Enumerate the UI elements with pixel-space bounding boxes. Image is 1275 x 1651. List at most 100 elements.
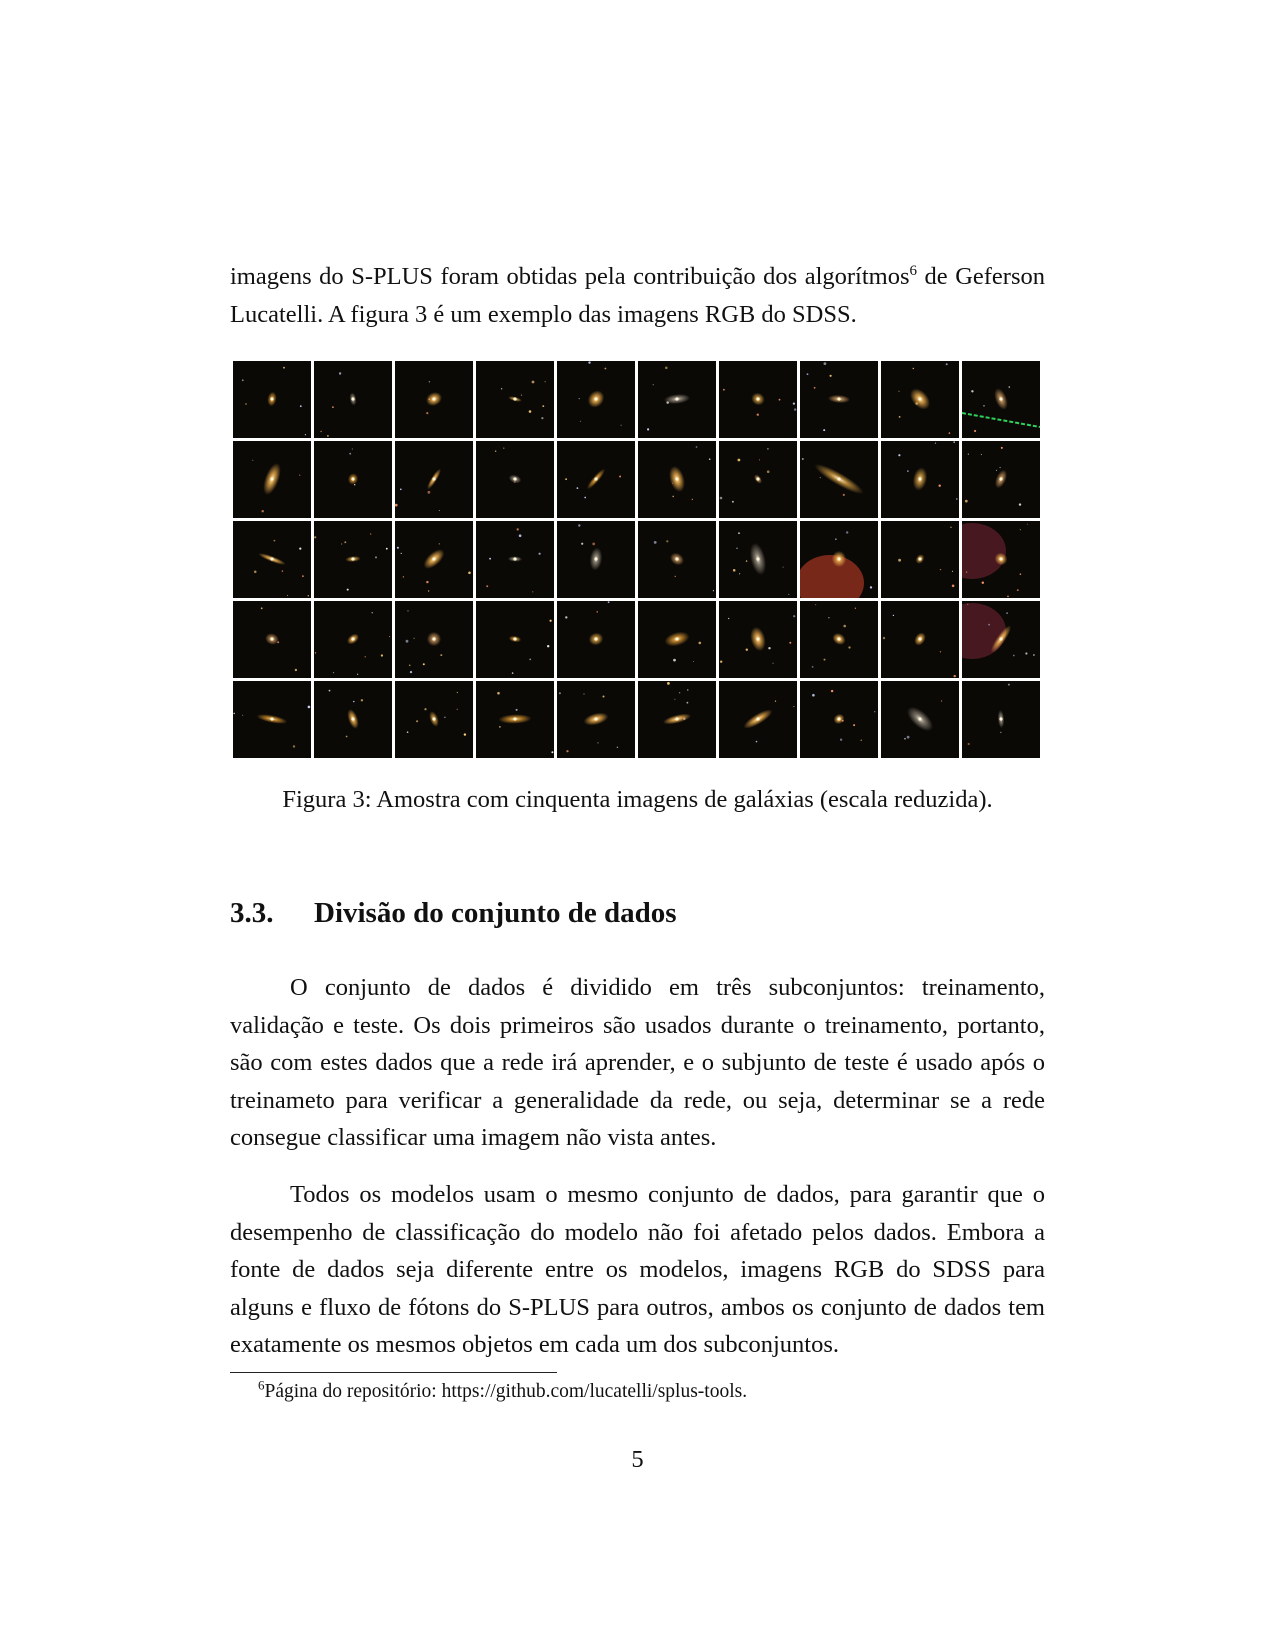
- galaxy-thumbnail: [233, 681, 311, 758]
- galaxy-thumbnail: [638, 441, 716, 518]
- galaxy-image: [962, 681, 1040, 758]
- galaxy-thumbnail: [233, 521, 311, 598]
- galaxy-thumbnail: [719, 441, 797, 518]
- galaxy-thumbnail: [476, 601, 554, 678]
- galaxy-thumbnail: [962, 521, 1040, 598]
- galaxy-thumbnail: [314, 521, 392, 598]
- galaxy-thumbnail: [881, 521, 959, 598]
- galaxy-thumbnail: [962, 681, 1040, 758]
- galaxy-image: [476, 601, 554, 678]
- galaxy-image: [719, 601, 797, 678]
- galaxy-thumbnail: [395, 441, 473, 518]
- galaxy-image: [638, 681, 716, 758]
- footnote-mark: 6: [258, 1377, 265, 1393]
- galaxy-image: [800, 521, 878, 598]
- galaxy-thumbnail: [962, 361, 1040, 438]
- galaxy-image: [881, 681, 959, 758]
- galaxy-image: [638, 601, 716, 678]
- galaxy-image: [881, 441, 959, 518]
- galaxy-image: [962, 361, 1040, 438]
- galaxy-thumbnail: [881, 361, 959, 438]
- galaxy-image: [476, 521, 554, 598]
- galaxy-image: [314, 601, 392, 678]
- galaxy-image: [800, 361, 878, 438]
- galaxy-thumbnail: [395, 361, 473, 438]
- galaxy-thumbnail: [962, 441, 1040, 518]
- galaxy-image: [557, 361, 635, 438]
- galaxy-thumbnail: [314, 681, 392, 758]
- footnote: 6Página do repositório: https://github.c…: [258, 1377, 747, 1407]
- body-paragraph-2: Todos os modelos usam o mesmo conjunto d…: [230, 1181, 1045, 1358]
- galaxy-thumbnail: [557, 361, 635, 438]
- galaxy-image: [395, 681, 473, 758]
- galaxy-thumbnail: [800, 681, 878, 758]
- galaxy-thumbnail: [800, 361, 878, 438]
- footnote-reference[interactable]: 6: [909, 262, 918, 279]
- galaxy-image: [800, 601, 878, 678]
- galaxy-thumbnail: [395, 601, 473, 678]
- galaxy-thumbnail: [719, 681, 797, 758]
- galaxy-thumbnail: [881, 681, 959, 758]
- galaxy-thumbnail: [638, 681, 716, 758]
- galaxy-image: [881, 601, 959, 678]
- galaxy-thumbnail: [962, 601, 1040, 678]
- galaxy-thumbnail: [233, 601, 311, 678]
- galaxy-thumbnail: [719, 521, 797, 598]
- galaxy-image: [314, 681, 392, 758]
- galaxy-thumbnail: [638, 361, 716, 438]
- galaxy-image: [719, 521, 797, 598]
- galaxy-thumbnail: [314, 361, 392, 438]
- galaxy-thumbnail: [476, 361, 554, 438]
- galaxy-image: [962, 441, 1040, 518]
- galaxy-image: [395, 441, 473, 518]
- galaxy-image: [800, 441, 878, 518]
- galaxy-image: [881, 361, 959, 438]
- galaxy-image: [800, 681, 878, 758]
- galaxy-image: [557, 441, 635, 518]
- galaxy-image: [233, 361, 311, 438]
- page-number: 5: [631, 1446, 644, 1473]
- galaxy-image: [233, 441, 311, 518]
- figure-caption: Figura 3: Amostra com cinquenta imagens …: [282, 786, 993, 813]
- galaxy-thumbnail: [638, 521, 716, 598]
- galaxy-image: [395, 601, 473, 678]
- galaxy-thumbnail: [881, 441, 959, 518]
- galaxy-image: [233, 601, 311, 678]
- intro-paragraph: imagens do S-PLUS foram obtidas pela con…: [230, 258, 1045, 333]
- galaxy-image: [314, 361, 392, 438]
- galaxy-thumbnail: [557, 521, 635, 598]
- galaxy-thumbnail: [314, 441, 392, 518]
- galaxy-thumbnail: [233, 441, 311, 518]
- galaxy-image: [962, 521, 1040, 598]
- galaxy-thumbnail: [557, 601, 635, 678]
- galaxy-image: [314, 521, 392, 598]
- galaxy-thumbnail: [476, 441, 554, 518]
- footnote-rule: [230, 1372, 557, 1373]
- section-number: 3.3.: [230, 897, 274, 929]
- galaxy-thumbnail: [395, 681, 473, 758]
- galaxy-image: [395, 521, 473, 598]
- galaxy-image: [314, 441, 392, 518]
- section-heading: 3.3. Divisão do conjunto de dados: [230, 893, 677, 933]
- galaxy-image: [638, 441, 716, 518]
- galaxy-thumbnail: [314, 601, 392, 678]
- galaxy-thumbnail: [233, 361, 311, 438]
- body-paragraph-1: O conjunto de dados é dividido em três s…: [230, 974, 1045, 1151]
- galaxy-thumbnail: [881, 601, 959, 678]
- galaxy-thumbnail: [800, 441, 878, 518]
- galaxy-image: [557, 521, 635, 598]
- galaxy-image: [476, 681, 554, 758]
- galaxy-image: [233, 681, 311, 758]
- galaxy-thumbnail: [557, 681, 635, 758]
- galaxy-thumbnail: [476, 681, 554, 758]
- galaxy-thumbnail: [719, 601, 797, 678]
- galaxy-thumbnail: [800, 521, 878, 598]
- galaxy-thumbnail: [638, 601, 716, 678]
- galaxy-thumbnail: [719, 361, 797, 438]
- galaxy-thumbnail: [557, 441, 635, 518]
- footnote-text: Página do repositório: https://github.co…: [264, 1381, 748, 1402]
- intro-text-start: imagens do S-PLUS foram obtidas pela con…: [230, 263, 910, 290]
- galaxy-image: [719, 681, 797, 758]
- galaxy-image: [962, 601, 1040, 678]
